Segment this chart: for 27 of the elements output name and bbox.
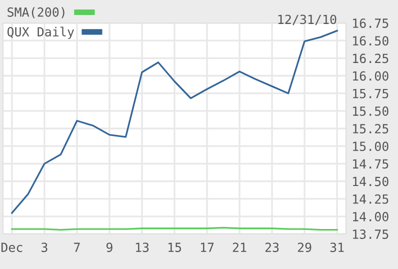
annotation: 12/31/10	[278, 14, 336, 26]
y-tick-label: 14.00	[353, 212, 388, 222]
y-tick-label: 15.75	[353, 89, 388, 98]
y-tick-label: 13.75	[353, 230, 388, 239]
x-tick-label: 23	[265, 242, 279, 252]
legend-label: SMA(200)	[8, 7, 64, 18]
x-tick-label: 3	[42, 242, 48, 252]
x-tick-label: 15	[168, 242, 182, 252]
y-tick-label: 16.25	[353, 54, 388, 64]
y-tick-label: 16.75	[353, 18, 388, 28]
y-tick-label: 15.25	[353, 124, 388, 134]
x-tick-label: 31	[330, 242, 344, 252]
x-tick-label: 21	[232, 242, 246, 252]
legend-label: QUX Daily	[7, 26, 74, 39]
y-tick-label: 14.75	[353, 159, 388, 169]
x-tick-label: 13	[136, 242, 149, 252]
x-tick-label: 9	[106, 242, 112, 252]
x-tick-label: 7	[74, 242, 80, 252]
y-tick-label: 15.50	[353, 106, 388, 116]
y-tick-label: 14.25	[353, 194, 388, 204]
y-tick-label: 16.00	[353, 71, 388, 81]
x-tick-label: 29	[298, 242, 312, 252]
x-tick-label: 17	[200, 242, 214, 252]
y-tick-label: 16.50	[353, 36, 388, 46]
y-tick-label: 15.00	[353, 142, 388, 152]
x-tick-label: Dec	[1, 242, 22, 252]
y-tick-label: 14.50	[353, 176, 388, 186]
